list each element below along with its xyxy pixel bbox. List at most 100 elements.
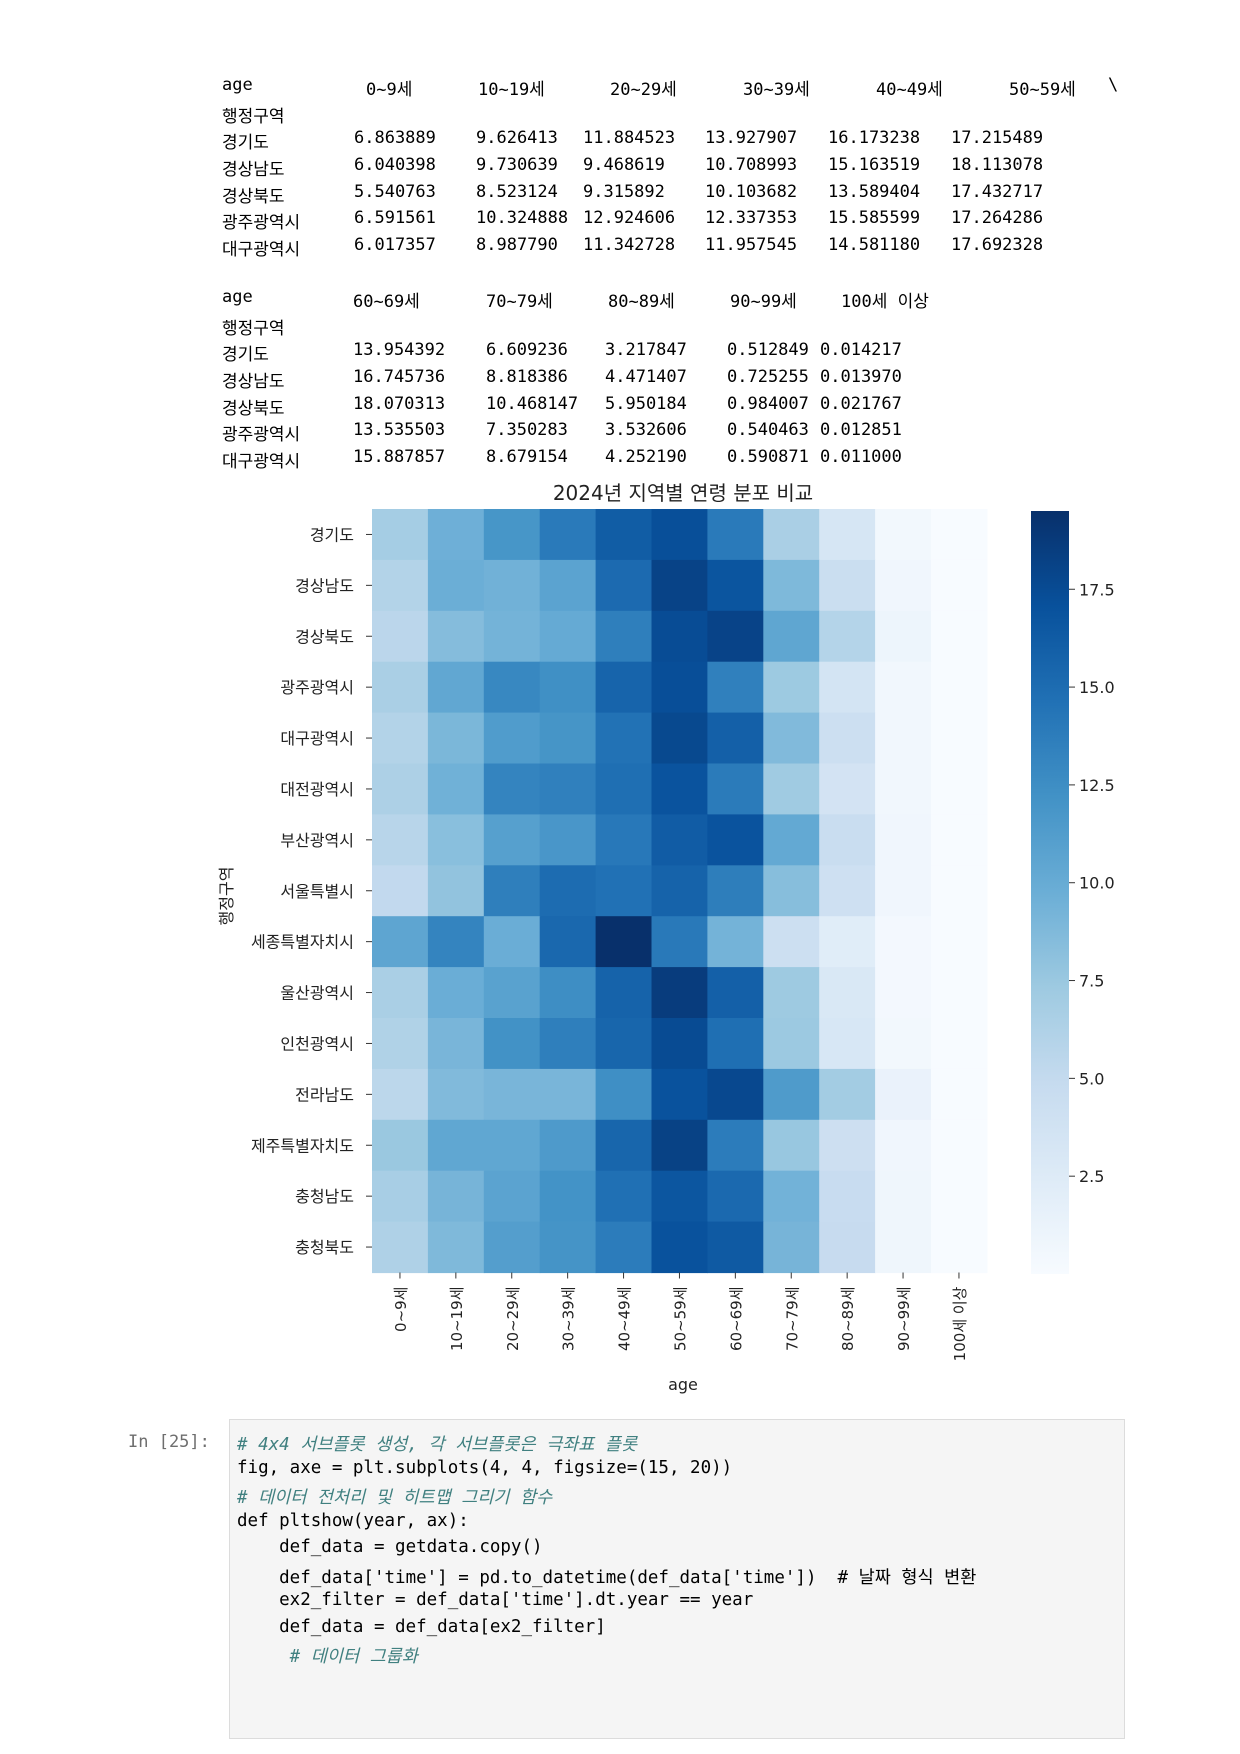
heatmap-cell: [875, 1221, 932, 1274]
df-index-cell: 대구광역시: [222, 240, 301, 261]
heatmap-cell: [819, 1119, 876, 1172]
heatmap-cell: [427, 712, 485, 765]
heatmap-cell: [875, 1068, 932, 1121]
heatmap-cell: [875, 916, 932, 968]
df-index-name: 행정구역: [222, 318, 285, 339]
df-value-cell: 0.984007: [727, 393, 809, 414]
y-tick-label: 인천광역시: [280, 1034, 354, 1053]
heatmap-cell: [931, 509, 988, 561]
heatmap-cell: [651, 865, 708, 917]
x-tick-label: 0~9세: [392, 1287, 410, 1332]
df-value-cell: 9.315892: [583, 181, 665, 202]
y-tick-label: 세종특별자치시: [251, 933, 354, 952]
code-cell[interactable]: # 4x4 서브플롯 생성, 각 서브플롯은 극좌표 플롯 fig, axe =…: [229, 1419, 1125, 1739]
df-value-cell: 12.924606: [583, 208, 676, 229]
heatmap-cell: [819, 967, 876, 1019]
heatmap-cell: [707, 509, 764, 561]
heatmap-cell: [819, 559, 876, 612]
x-tick-labels: 0~9세 10~19세 20~29세 30~39세 40~49세 50~59세 60~69세…: [392, 1272, 969, 1361]
heatmap-cell: [539, 661, 597, 714]
heatmap-cell: [763, 1119, 820, 1172]
heatmap-cell: [875, 967, 932, 1019]
heatmap-cell: [763, 1221, 820, 1274]
df-value-cell: 0.021767: [820, 393, 902, 414]
heatmap-cell: [931, 916, 988, 968]
heatmap-cell: [372, 509, 429, 561]
df-index-cell: 광주광역시: [222, 425, 301, 446]
heatmap-cell: [483, 865, 541, 917]
df-value-cell: 18.113078: [951, 155, 1044, 176]
colorbar: [1031, 511, 1069, 1274]
heatmap-cell: [427, 1221, 485, 1274]
df-value-cell: 13.954392: [353, 340, 446, 361]
x-tick-label: 100세 이상: [951, 1286, 969, 1361]
heatmap-cell: [427, 509, 485, 561]
heatmap-cell: [372, 712, 429, 765]
heatmap-cell: [595, 865, 653, 917]
heatmap-cell: [651, 1170, 708, 1223]
df-index-cell: 경기도: [222, 133, 269, 154]
heatmap-cell: [651, 712, 708, 765]
y-tick-label: 충청북도: [295, 1238, 354, 1257]
y-tick-label: 대구광역시: [280, 729, 354, 748]
heatmap-cell: [819, 865, 876, 917]
df-value-cell: 4.252190: [605, 447, 687, 468]
heatmap-cell: [372, 916, 429, 968]
colorbar-ticks: 2.5 5.0 7.5 10.0 12.5 15.0 17.5: [1069, 580, 1115, 1186]
heatmap-cell: [819, 1221, 876, 1274]
df-value-cell: 13.927907: [705, 128, 798, 149]
heatmap-cell: [763, 661, 820, 714]
heatmap-cell: [483, 1068, 541, 1121]
y-tick-label: 부산광역시: [280, 831, 354, 850]
df-value-cell: 5.950184: [605, 393, 687, 414]
heatmap-cell: [819, 1018, 876, 1070]
heatmap-cell: [931, 865, 988, 917]
heatmap-cell: [539, 1018, 597, 1070]
code-line: def pltshow(year, ax):: [237, 1511, 469, 1531]
heatmap-cell: [372, 865, 429, 917]
df-value-cell: 0.590871: [727, 447, 809, 468]
colorbar-tick-label: 7.5: [1079, 972, 1104, 991]
colorbar-tick-label: 15.0: [1079, 678, 1115, 697]
heatmap-cell: [707, 1119, 764, 1172]
heatmap-cell: [651, 610, 708, 663]
df-value-cell: 12.337353: [705, 208, 798, 229]
heatmap-cell: [763, 916, 820, 968]
df-value-cell: 6.863889: [354, 128, 436, 149]
df-col-header: 0~9세: [366, 80, 413, 100]
x-tick-label: 20~29세: [504, 1287, 522, 1352]
df-value-cell: 0.013970: [820, 367, 902, 388]
df-value-cell: 0.725255: [727, 367, 809, 388]
heatmap-cell: [372, 967, 429, 1019]
df-col-header: 60~69세: [353, 292, 420, 312]
code-line: def_data = getdata.copy(): [237, 1537, 543, 1557]
heatmap-cell: [819, 661, 876, 714]
heatmap-cell: [819, 509, 876, 561]
heatmap-cell: [483, 916, 541, 968]
df-index-cell: 경상북도: [222, 398, 285, 419]
heatmap-cell: [763, 712, 820, 765]
heatmap-cell: [483, 559, 541, 612]
heatmap-cell: [931, 967, 988, 1019]
heatmap-cell: [539, 610, 597, 663]
heatmap-cell: [707, 661, 764, 714]
y-tick-label: 광주광역시: [280, 678, 354, 697]
df-value-cell: 9.730639: [476, 155, 558, 176]
heatmap-cell: [595, 916, 653, 968]
heatmap-cell: [427, 916, 485, 968]
y-tick-label: 울산광역시: [280, 984, 354, 1003]
x-tick-label: 50~59세: [671, 1287, 689, 1352]
heatmap-cell: [427, 763, 485, 815]
heatmap-cell: [539, 967, 597, 1019]
df-value-cell: 6.609236: [486, 340, 568, 361]
df-row: 경상남도 16.745736 8.818386 4.471407 0.725255 0.0…: [222, 367, 902, 394]
heatmap-cell: [372, 1068, 429, 1121]
heatmap-cell: [651, 763, 708, 815]
heatmap-cell: [483, 509, 541, 561]
df-col-header: 100세 이상: [841, 292, 929, 312]
heatmap-cell: [819, 763, 876, 815]
y-axis-label: 행정구역: [217, 867, 236, 926]
df-value-cell: 3.217847: [605, 340, 687, 361]
heatmap-cell: [763, 1068, 820, 1121]
df-value-cell: 10.103682: [705, 181, 798, 202]
